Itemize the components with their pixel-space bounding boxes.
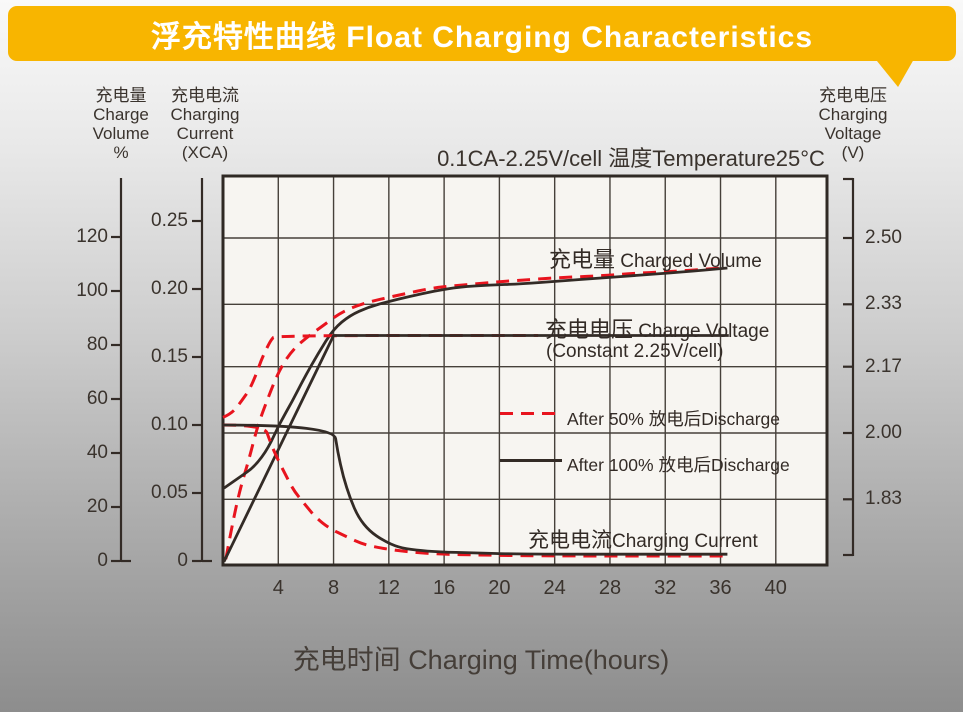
annotation-text: 充电电压	[545, 317, 634, 342]
axis-header-line: 充电电压	[819, 86, 887, 105]
axis-header-line: (V)	[841, 143, 865, 162]
axis-header-charging-current: 充电电流 Charging Current (XCA)	[158, 86, 252, 162]
axis-header-line: %	[113, 143, 129, 162]
charging-voltage-ticklabel: 2.00	[865, 422, 902, 443]
curve-series-1	[223, 266, 728, 490]
charging-current-ticklabel: 0.05	[151, 482, 188, 503]
time-ticklabel: 8	[327, 577, 340, 599]
axis-header-line: Charge	[93, 105, 149, 124]
charging-voltage-ticklabel: 2.33	[865, 293, 902, 315]
curve-series-3	[222, 334, 729, 563]
axis-header-charge-volume: 充电量 Charge Volume %	[77, 86, 165, 162]
curve-series-4	[222, 423, 728, 558]
legend-label-after-100: After 100% 放电后Discharge	[567, 455, 790, 475]
legend-sample-solid-black	[500, 459, 562, 462]
annotation-charge-voltage: 充电电压 Charge Voltage	[545, 312, 769, 344]
axis-header-line: 充电量	[95, 86, 147, 105]
chart-condition-title: 0.1CA-2.25V/cell 温度Temperature25°C	[437, 146, 825, 171]
axis-header-line: Charging	[818, 105, 888, 124]
axis-header-line: (XCA)	[181, 143, 229, 162]
legend-label-after-50: After 50% 放电后Discharge	[567, 409, 780, 429]
page-title: 浮充特性曲线 Float Charging Characteristics	[150, 20, 814, 54]
time-ticklabel: 4	[272, 577, 284, 599]
curve-series-5	[222, 423, 728, 556]
charging-current-ticklabel: 0.15	[151, 346, 188, 367]
charge-volume-ticklabel: 20	[86, 496, 108, 517]
axis-header-line: Current	[176, 124, 234, 143]
annotation-text: Charge Voltage	[633, 321, 770, 342]
charge-volume-ticklabel: 80	[86, 334, 108, 355]
annotation-charged-volume: 充电量 Charged Volume	[549, 242, 762, 274]
annotation-text: 充电电流	[528, 529, 612, 552]
annotation-text: Charged Volume	[615, 251, 762, 272]
title-banner: 浮充特性曲线 Float Charging Characteristics	[8, 6, 956, 61]
annotation-charging-current: 充电电流Charging Current	[528, 524, 758, 554]
annotation-charge-voltage-sub: (Constant 2.25V/cell)	[546, 341, 724, 362]
charging-voltage-ticklabel: 1.83	[865, 488, 902, 510]
curve-series-2	[222, 334, 539, 419]
annotation-text: 充电量	[549, 247, 616, 272]
time-ticklabel: 32	[654, 577, 677, 599]
axis-header-line: Charging	[170, 105, 240, 124]
time-ticklabel: 36	[709, 577, 732, 599]
axis-header-line: 充电电流	[171, 86, 239, 105]
time-ticklabel: 24	[543, 577, 566, 599]
charging-voltage-ticklabel: 2.50	[865, 227, 902, 248]
charge-volume-ticklabel: 40	[86, 442, 108, 463]
charging-voltage-ticklabel: 2.17	[865, 355, 902, 377]
charging-current-ticklabel: 0.10	[151, 414, 188, 435]
time-ticklabel: 12	[377, 577, 400, 599]
charging-current-ticklabel: 0.20	[151, 278, 188, 299]
axis-header-line: Voltage	[824, 124, 882, 143]
charging-current-ticklabel: 0.25	[151, 210, 188, 231]
axis-header-line: Volume	[92, 124, 150, 143]
time-ticklabel: 40	[764, 577, 787, 599]
charge-volume-ticklabel: 100	[76, 280, 108, 301]
charge-volume-ticklabel: 120	[76, 226, 108, 247]
time-ticklabel: 16	[432, 577, 456, 599]
plot-background	[223, 176, 827, 565]
plot-border	[221, 174, 829, 567]
legend-sample-dashed-red	[500, 412, 558, 415]
time-ticklabel: 20	[488, 577, 511, 599]
charge-volume-ticklabel: 60	[86, 388, 108, 409]
time-ticklabel: 28	[598, 577, 622, 599]
charge-volume-ticklabel: 0	[97, 550, 108, 571]
axis-header-charging-voltage: 充电电压 Charging Voltage (V)	[806, 86, 900, 162]
x-axis-title: 充电时间 Charging Time(hours)	[292, 645, 670, 675]
annotation-text: Charging Current	[612, 531, 758, 552]
charging-current-ticklabel: 0	[177, 550, 188, 571]
